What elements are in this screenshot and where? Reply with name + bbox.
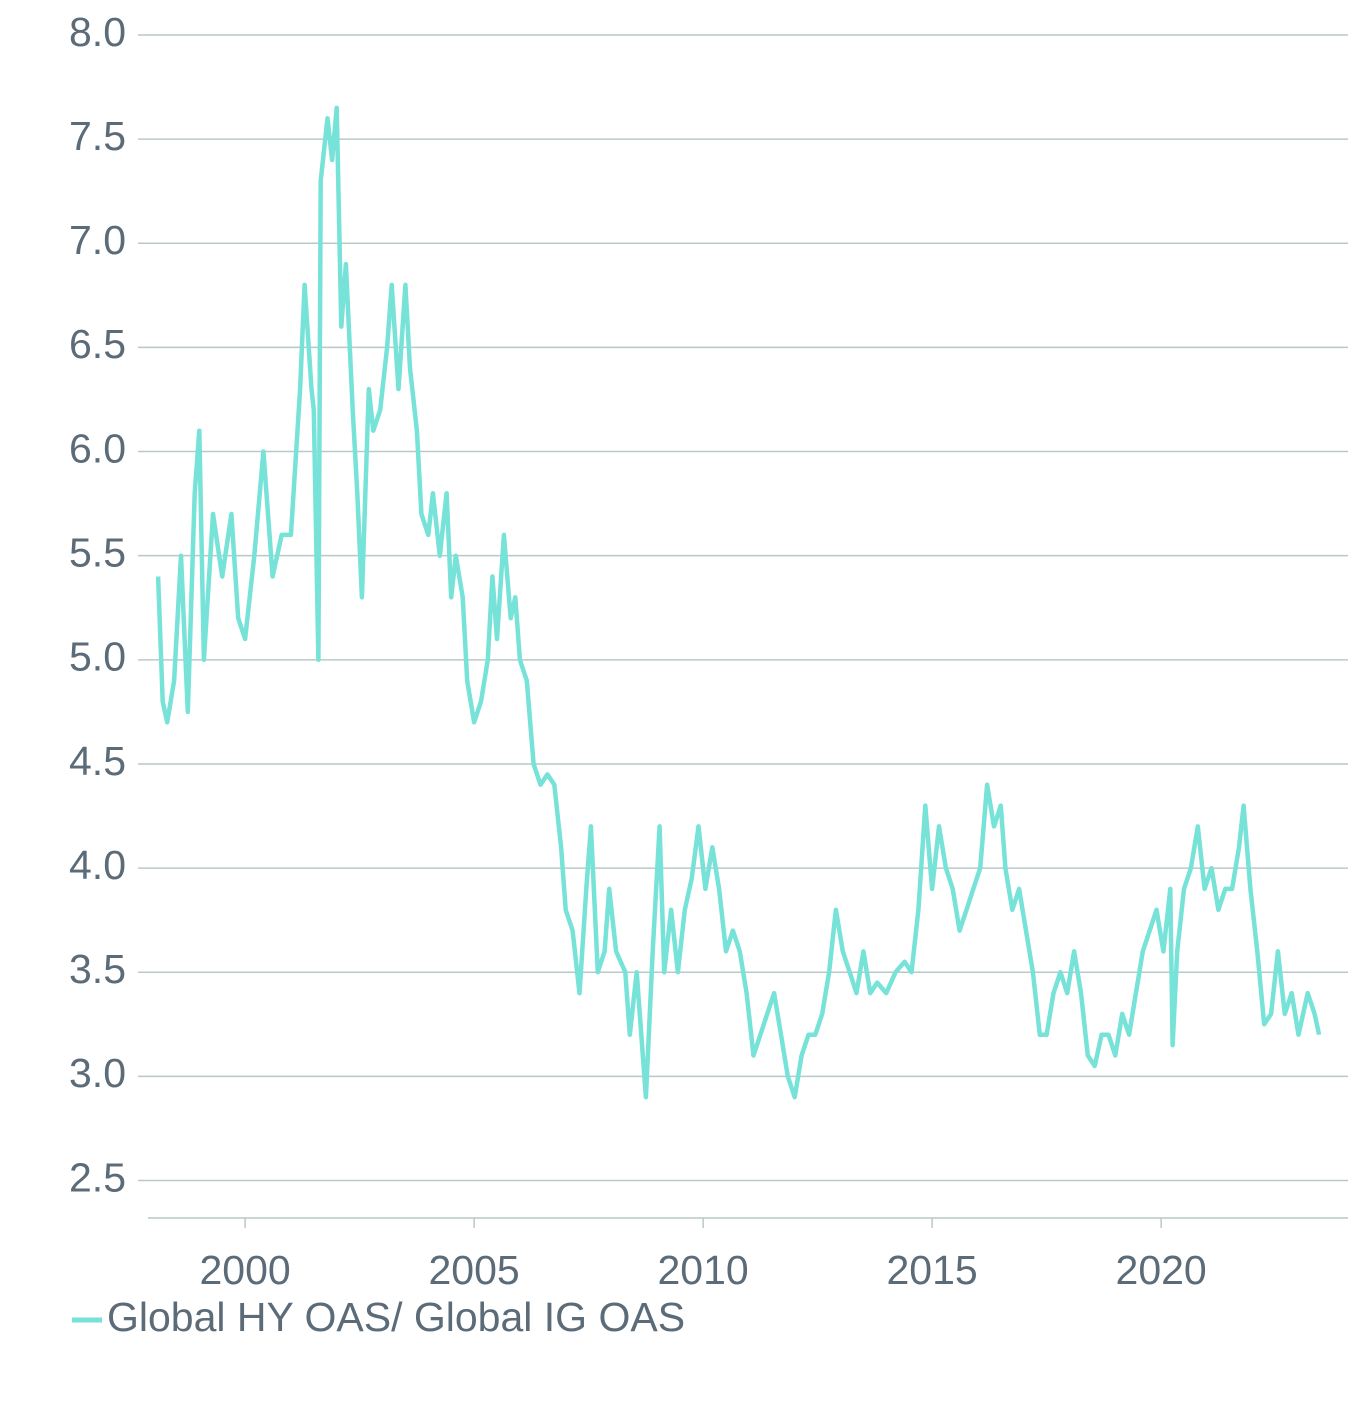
- y-tick-label: 3.5: [69, 946, 126, 992]
- y-tick-label: 8.0: [69, 9, 126, 55]
- x-tick-label: 2010: [658, 1247, 749, 1293]
- y-tick-label: 5.5: [69, 530, 126, 576]
- y-tick-label: 2.5: [69, 1154, 126, 1200]
- x-tick-label: 2000: [199, 1247, 290, 1293]
- data-line: [155, 105, 1322, 1100]
- y-tick-label: 3.0: [69, 1050, 126, 1096]
- y-tick-label: 5.0: [69, 634, 126, 680]
- y-tick-label: 4.0: [69, 842, 126, 888]
- y-tick-label: 7.5: [69, 113, 126, 159]
- y-tick-label: 7.0: [69, 217, 126, 263]
- legend-label: Global HY OAS/ Global IG OAS: [107, 1294, 685, 1340]
- y-tick-label: 6.5: [69, 321, 126, 367]
- y-tick-label: 6.0: [69, 425, 126, 471]
- x-tick-label: 2020: [1116, 1247, 1207, 1293]
- y-tick-label: 4.5: [69, 738, 126, 784]
- x-tick-label: 2005: [428, 1247, 519, 1293]
- x-tick-label: 2015: [887, 1247, 978, 1293]
